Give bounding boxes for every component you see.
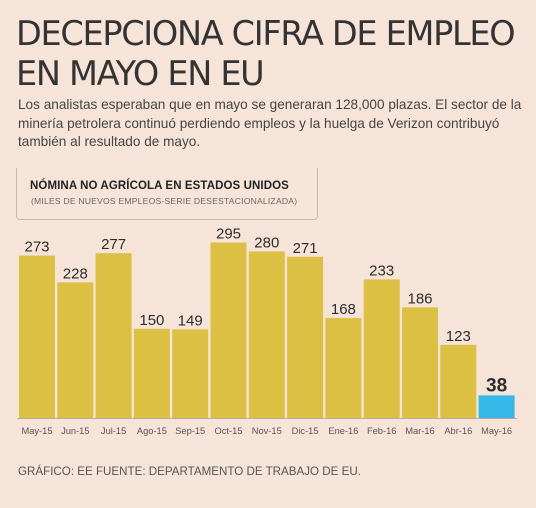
x-tick-label: Ago-15 bbox=[137, 426, 167, 436]
bar-chart: 273 May-15 228 Jun-15 277 Jul-15 150 Ago-15 149 S… bbox=[17, 226, 517, 436]
bar-jul-15 bbox=[95, 253, 132, 418]
bar-oct-15 bbox=[210, 242, 247, 418]
chart-title-box bbox=[16, 168, 318, 220]
bar-mar-16 bbox=[402, 307, 438, 418]
x-tick-label: May-16 bbox=[481, 426, 512, 436]
bar-value-label: 280 bbox=[254, 234, 279, 251]
bar-dic-15 bbox=[287, 256, 324, 418]
x-tick-label: Feb-16 bbox=[367, 426, 396, 436]
chart-subtitle: (MILES DE NUEVOS EMPLEOS-SERIE DESESTACI… bbox=[31, 196, 298, 206]
source-credit: GRÁFICO: EE FUENTE: DEPARTAMENTO DE TRAB… bbox=[18, 465, 361, 478]
bar-may-16 bbox=[478, 395, 515, 418]
bar-feb-16 bbox=[363, 279, 400, 418]
bar-value-label: 186 bbox=[407, 290, 432, 307]
x-tick-label: Jun-15 bbox=[61, 426, 89, 436]
bar-ene-16 bbox=[325, 318, 362, 418]
bar-value-label: 123 bbox=[446, 328, 471, 345]
bar-sep-15 bbox=[172, 329, 209, 418]
x-tick-label: Mar-16 bbox=[405, 426, 434, 436]
x-tick-label: May-15 bbox=[21, 426, 52, 436]
bar-ago-15 bbox=[133, 328, 170, 418]
bar-jun-15 bbox=[57, 282, 94, 418]
headline: DECEPCIONA CIFRA DE EMPLEO EN MAYO EN EU bbox=[16, 14, 516, 93]
bar-nov-15 bbox=[248, 251, 285, 418]
bar-value-label: 38 bbox=[486, 375, 507, 396]
x-tick-label: Oct-15 bbox=[215, 426, 243, 436]
x-tick-label: Jul-15 bbox=[101, 426, 126, 436]
bar-value-label: 233 bbox=[369, 262, 394, 279]
bar-value-label: 149 bbox=[178, 312, 203, 329]
bar-value-label: 277 bbox=[101, 236, 126, 253]
x-tick-label: Sep-15 bbox=[175, 426, 205, 436]
bar-value-label: 150 bbox=[139, 312, 164, 329]
x-tick-label: Abr-16 bbox=[444, 426, 472, 436]
bar-value-label: 295 bbox=[216, 226, 241, 242]
x-tick-label: Dic-15 bbox=[292, 426, 319, 436]
bar-value-label: 271 bbox=[293, 240, 318, 257]
chart-title: NÓMINA NO AGRÍCOLA EN ESTADOS UNIDOS bbox=[30, 180, 289, 192]
bar-abr-16 bbox=[440, 344, 477, 418]
bar-may-15 bbox=[19, 255, 55, 418]
bar-value-label: 273 bbox=[24, 239, 49, 256]
x-tick-label: Nov-15 bbox=[252, 426, 282, 436]
bar-value-label: 228 bbox=[63, 265, 88, 282]
subhead: Los analistas esperaban que en mayo se g… bbox=[18, 97, 522, 149]
bar-value-label: 168 bbox=[331, 301, 356, 318]
x-tick-label: Ene-16 bbox=[328, 426, 358, 436]
